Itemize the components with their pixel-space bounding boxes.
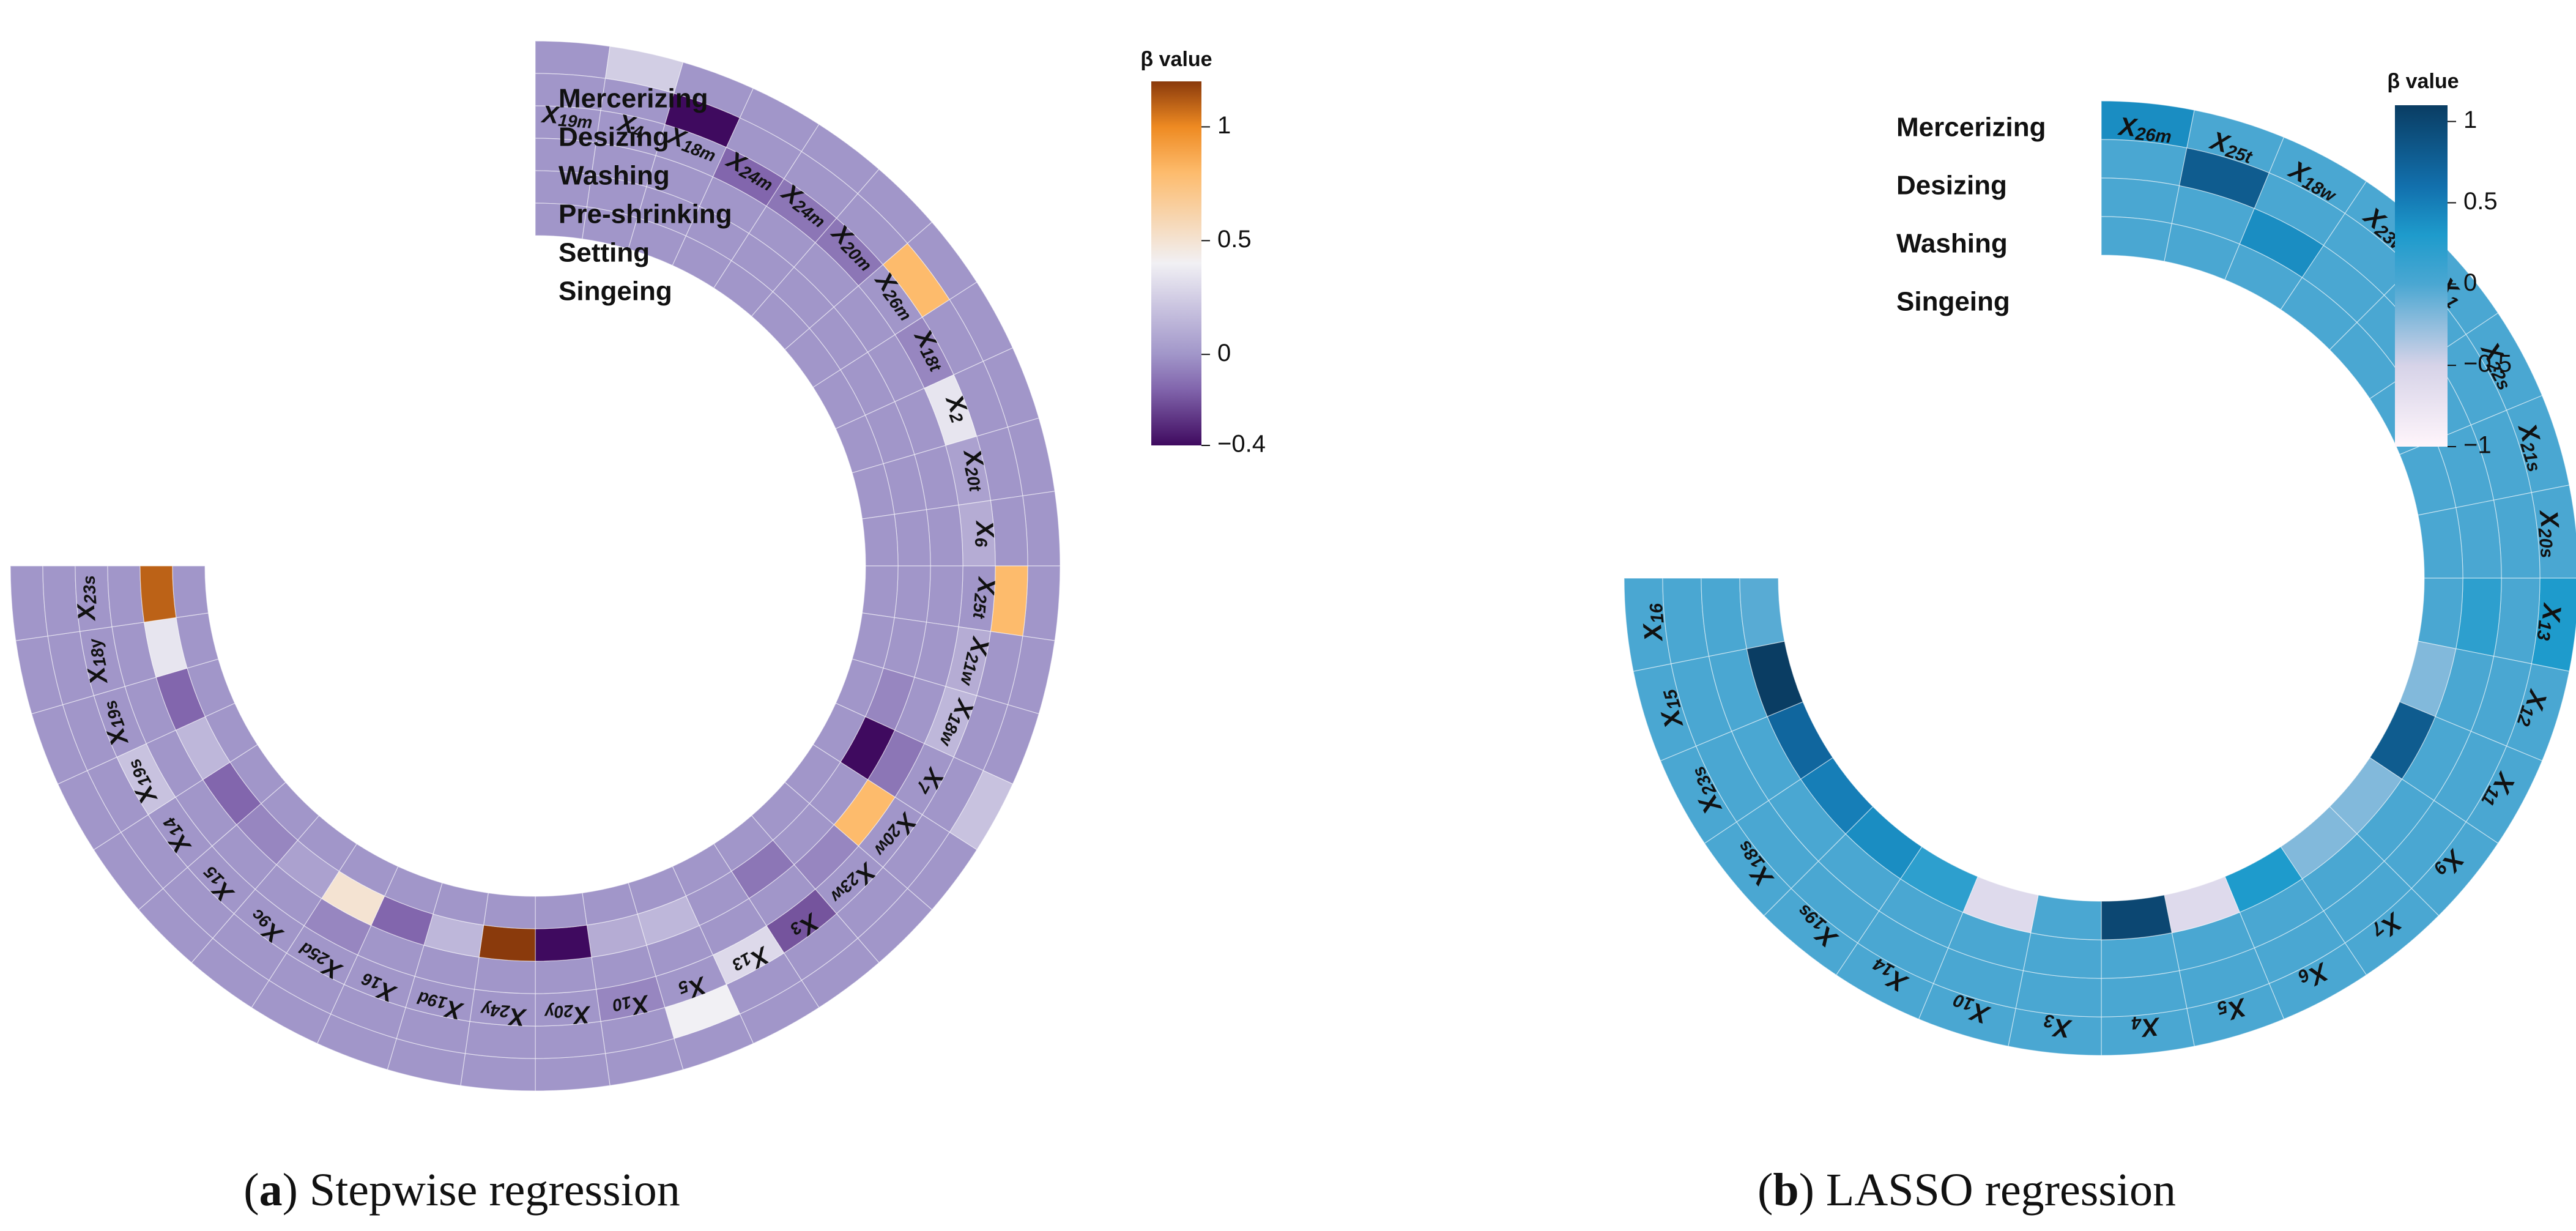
heatmap-cell: [2030, 894, 2102, 940]
colorbar-stepwise: β value 1 0.5 0 −0.4: [1140, 48, 1266, 458]
heatmap-cell: [2101, 216, 2173, 262]
heatmap-cell: [42, 565, 81, 637]
segment-label: X20s: [2533, 508, 2567, 559]
colorbar-tick-label: 1: [1217, 112, 1231, 139]
heatmap-cell: [535, 40, 611, 79]
segment-label: X10: [611, 989, 653, 1024]
segment-label: X19s: [92, 697, 135, 751]
segment-label: X3: [2042, 1011, 2074, 1044]
ring-label: Mercerizing: [559, 84, 708, 114]
segment-label: X25t: [969, 575, 1000, 620]
segment-label: X16: [1636, 602, 1670, 644]
heatmap-cell: [139, 565, 177, 623]
colorbar-tick-label: 0.5: [2463, 188, 2498, 215]
ring-label: Washing: [1896, 229, 2008, 259]
colorbar-tick-label: −0.5: [2463, 351, 2512, 377]
heatmap-cell: [483, 892, 536, 929]
segment-label: X4: [2131, 1010, 2162, 1043]
heatmap-cell: [535, 1021, 606, 1059]
ring-label: Setting: [559, 238, 650, 268]
caption-lasso: (b) LASSO regression: [1758, 1164, 2176, 1216]
ring-label: Mercerizing: [1896, 113, 2046, 143]
colorbar-title: β value: [1140, 48, 1212, 71]
segment-label: X20y: [543, 1000, 592, 1031]
ring-label: Washing: [559, 161, 670, 191]
segment-label: X6: [970, 519, 1000, 548]
segment-label: X26m: [2117, 111, 2173, 147]
segment-label: X4: [614, 109, 647, 142]
colorbar-lasso: β value 1 0.5 0 −0.5 −1: [2387, 70, 2512, 459]
heatmap-cell: [2418, 507, 2463, 579]
heatmap-cell: [2418, 578, 2463, 650]
heatmap-cell: [478, 924, 536, 962]
heatmap-cell: [1739, 578, 1785, 650]
segment-label: X13: [2533, 601, 2567, 643]
colorbar-tick-label: 1: [2463, 106, 2477, 133]
heatmap-cell: [172, 565, 209, 619]
ring-label: Desizing: [559, 122, 669, 152]
ring-label: Pre-shrinking: [559, 199, 732, 229]
ring-label: Singeing: [559, 277, 672, 307]
heatmap-cell: [1022, 491, 1061, 567]
segment-label: X23s: [70, 575, 102, 622]
segment-label: X24y: [479, 1000, 528, 1031]
colorbar-tick-label: 0: [2463, 269, 2477, 296]
heatmap-cell: [460, 1053, 536, 1092]
colorbar-gradient: [2395, 105, 2448, 447]
colorbar-tick-label: 0: [1217, 340, 1231, 366]
heatmap-cell: [107, 565, 145, 628]
caption-stepwise: (a) Stepwise regression: [243, 1164, 680, 1216]
heatmap-cell: [535, 1053, 611, 1092]
ring-label: Singeing: [1896, 287, 2010, 317]
heatmap-cell: [894, 509, 931, 567]
heatmap-cell: [990, 565, 1028, 637]
heatmap-cell: [926, 565, 963, 628]
heatmap-cell: [535, 924, 592, 962]
heatmap-cell: [926, 504, 963, 567]
heatmap-cell: [861, 565, 899, 619]
heatmap-cell: [1022, 565, 1061, 641]
segment-label: X19m: [540, 100, 594, 132]
heatmap-cell: [535, 956, 597, 994]
colorbar-tick-label: 0.5: [1217, 226, 1252, 253]
heatmap-cell: [894, 565, 931, 623]
ring-label: Desizing: [1896, 171, 2007, 201]
heatmap-cell: [10, 565, 48, 641]
heatmap-cell: [473, 956, 536, 994]
heatmap-cell: [535, 892, 588, 929]
heatmap-cell: [861, 513, 899, 567]
colorbar-title: β value: [2387, 70, 2459, 93]
stepwise-circular-heatmap: X19m X4 X18m X24m X24mX20mX26mX18tX2X20tX6X2…: [10, 40, 1061, 1092]
colorbar-tick-label: −1: [2463, 432, 2492, 459]
colorbar-gradient: [1151, 81, 1201, 445]
heatmap-cell: [2101, 894, 2173, 940]
colorbar-tick-label: −0.4: [1217, 431, 1266, 458]
